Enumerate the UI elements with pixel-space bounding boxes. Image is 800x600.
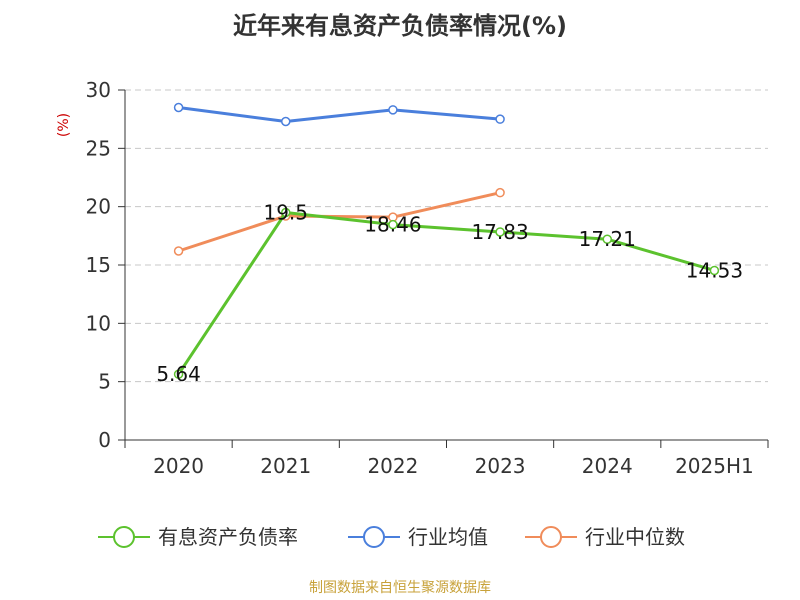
legend: 有息资产负债率 行业均值 行业中位数 (98, 525, 685, 549)
series-line (177, 211, 716, 376)
data-point (602, 234, 612, 244)
legend-marker (363, 526, 385, 548)
data-point (709, 265, 720, 276)
x-tick-label: 2021 (260, 454, 311, 478)
legend-label: 有息资产负债率 (158, 525, 298, 549)
x-tick-label: 2023 (475, 454, 526, 478)
data-label: 18.46 (364, 213, 421, 237)
gridlines (125, 89, 768, 383)
y-tick-label: 25 (86, 136, 111, 160)
source-note: 制图数据来自恒生聚源数据库 (309, 580, 491, 596)
data-point (281, 207, 291, 218)
legend-label: 行业中位数 (585, 525, 685, 549)
y-axis-label: (%) (56, 113, 72, 137)
data-point (388, 219, 398, 230)
data-label: 17.83 (471, 220, 528, 244)
y-tick-label: 20 (86, 195, 111, 219)
series-0 (173, 207, 720, 379)
x-tick-label: 2020 (153, 454, 204, 478)
data-point (281, 116, 291, 127)
data-point (173, 369, 184, 379)
x-tick-label: 2025H1 (675, 454, 754, 478)
y-tick-label: 5 (98, 370, 111, 394)
data-labels: 5.64 19.5 18.46 17.83 17.21 14.53 (156, 201, 743, 387)
data-label: 17.21 (579, 227, 636, 251)
series-line (177, 106, 502, 123)
legend-item: 行业均值 (348, 525, 488, 549)
y-tick-label: 0 (98, 428, 111, 452)
legend-marker (113, 526, 135, 548)
data-point (495, 114, 505, 124)
data-label: 14.53 (686, 258, 743, 282)
data-point (495, 187, 505, 198)
data-point (495, 227, 505, 237)
legend-item: 有息资产负债率 (98, 525, 298, 549)
data-point (173, 246, 184, 256)
y-tick-label: 10 (86, 311, 111, 335)
y-tick-label: 30 (86, 78, 111, 102)
axes: 0 5 10 15 20 25 30 2020 2021 2022 2023 2024 2025H1 (86, 78, 769, 478)
legend-marker (540, 526, 562, 548)
series-2 (173, 187, 505, 256)
x-tick-label: 2024 (582, 454, 633, 478)
x-tick-label: 2022 (367, 454, 418, 478)
data-point (388, 105, 398, 115)
data-point (173, 102, 184, 113)
data-label: 19.5 (263, 201, 308, 225)
legend-item: 行业中位数 (525, 525, 685, 549)
series-line (177, 191, 502, 253)
series-layer (173, 102, 720, 379)
y-tick-label: 15 (86, 253, 111, 277)
series-1 (173, 102, 505, 127)
chart-title: 近年来有息资产负债率情况(%) (233, 12, 567, 40)
legend-label: 行业均值 (408, 525, 488, 549)
data-label: 5.64 (156, 362, 201, 386)
